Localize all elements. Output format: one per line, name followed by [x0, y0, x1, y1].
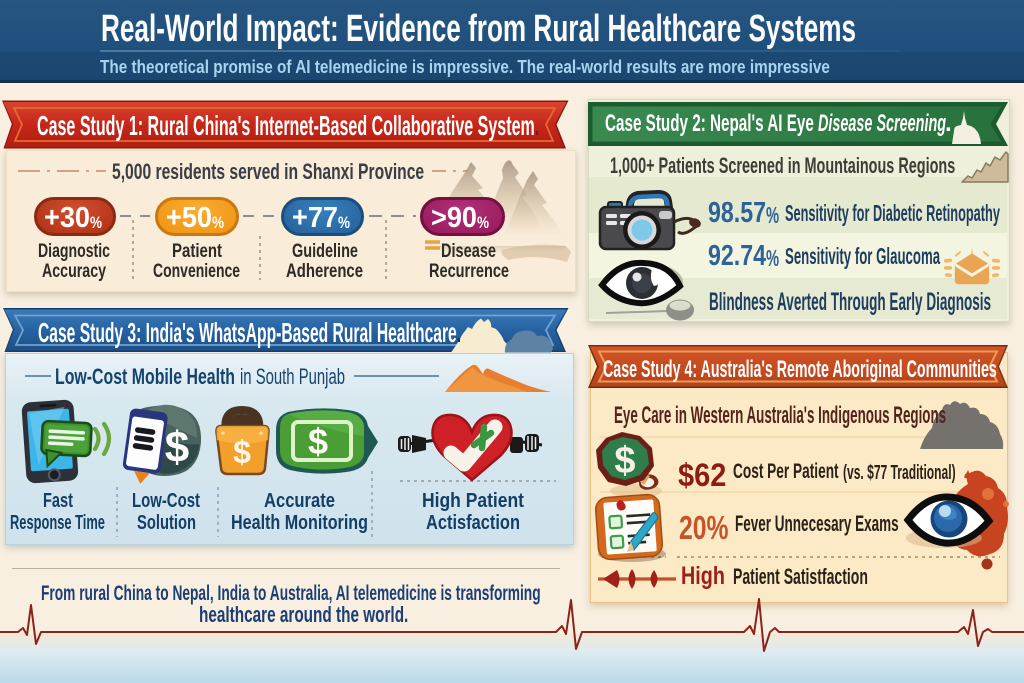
- svg-text:$: $: [165, 423, 189, 472]
- svg-text:$: $: [614, 440, 635, 482]
- svg-text:$: $: [233, 434, 251, 470]
- svg-text:$: $: [308, 421, 328, 462]
